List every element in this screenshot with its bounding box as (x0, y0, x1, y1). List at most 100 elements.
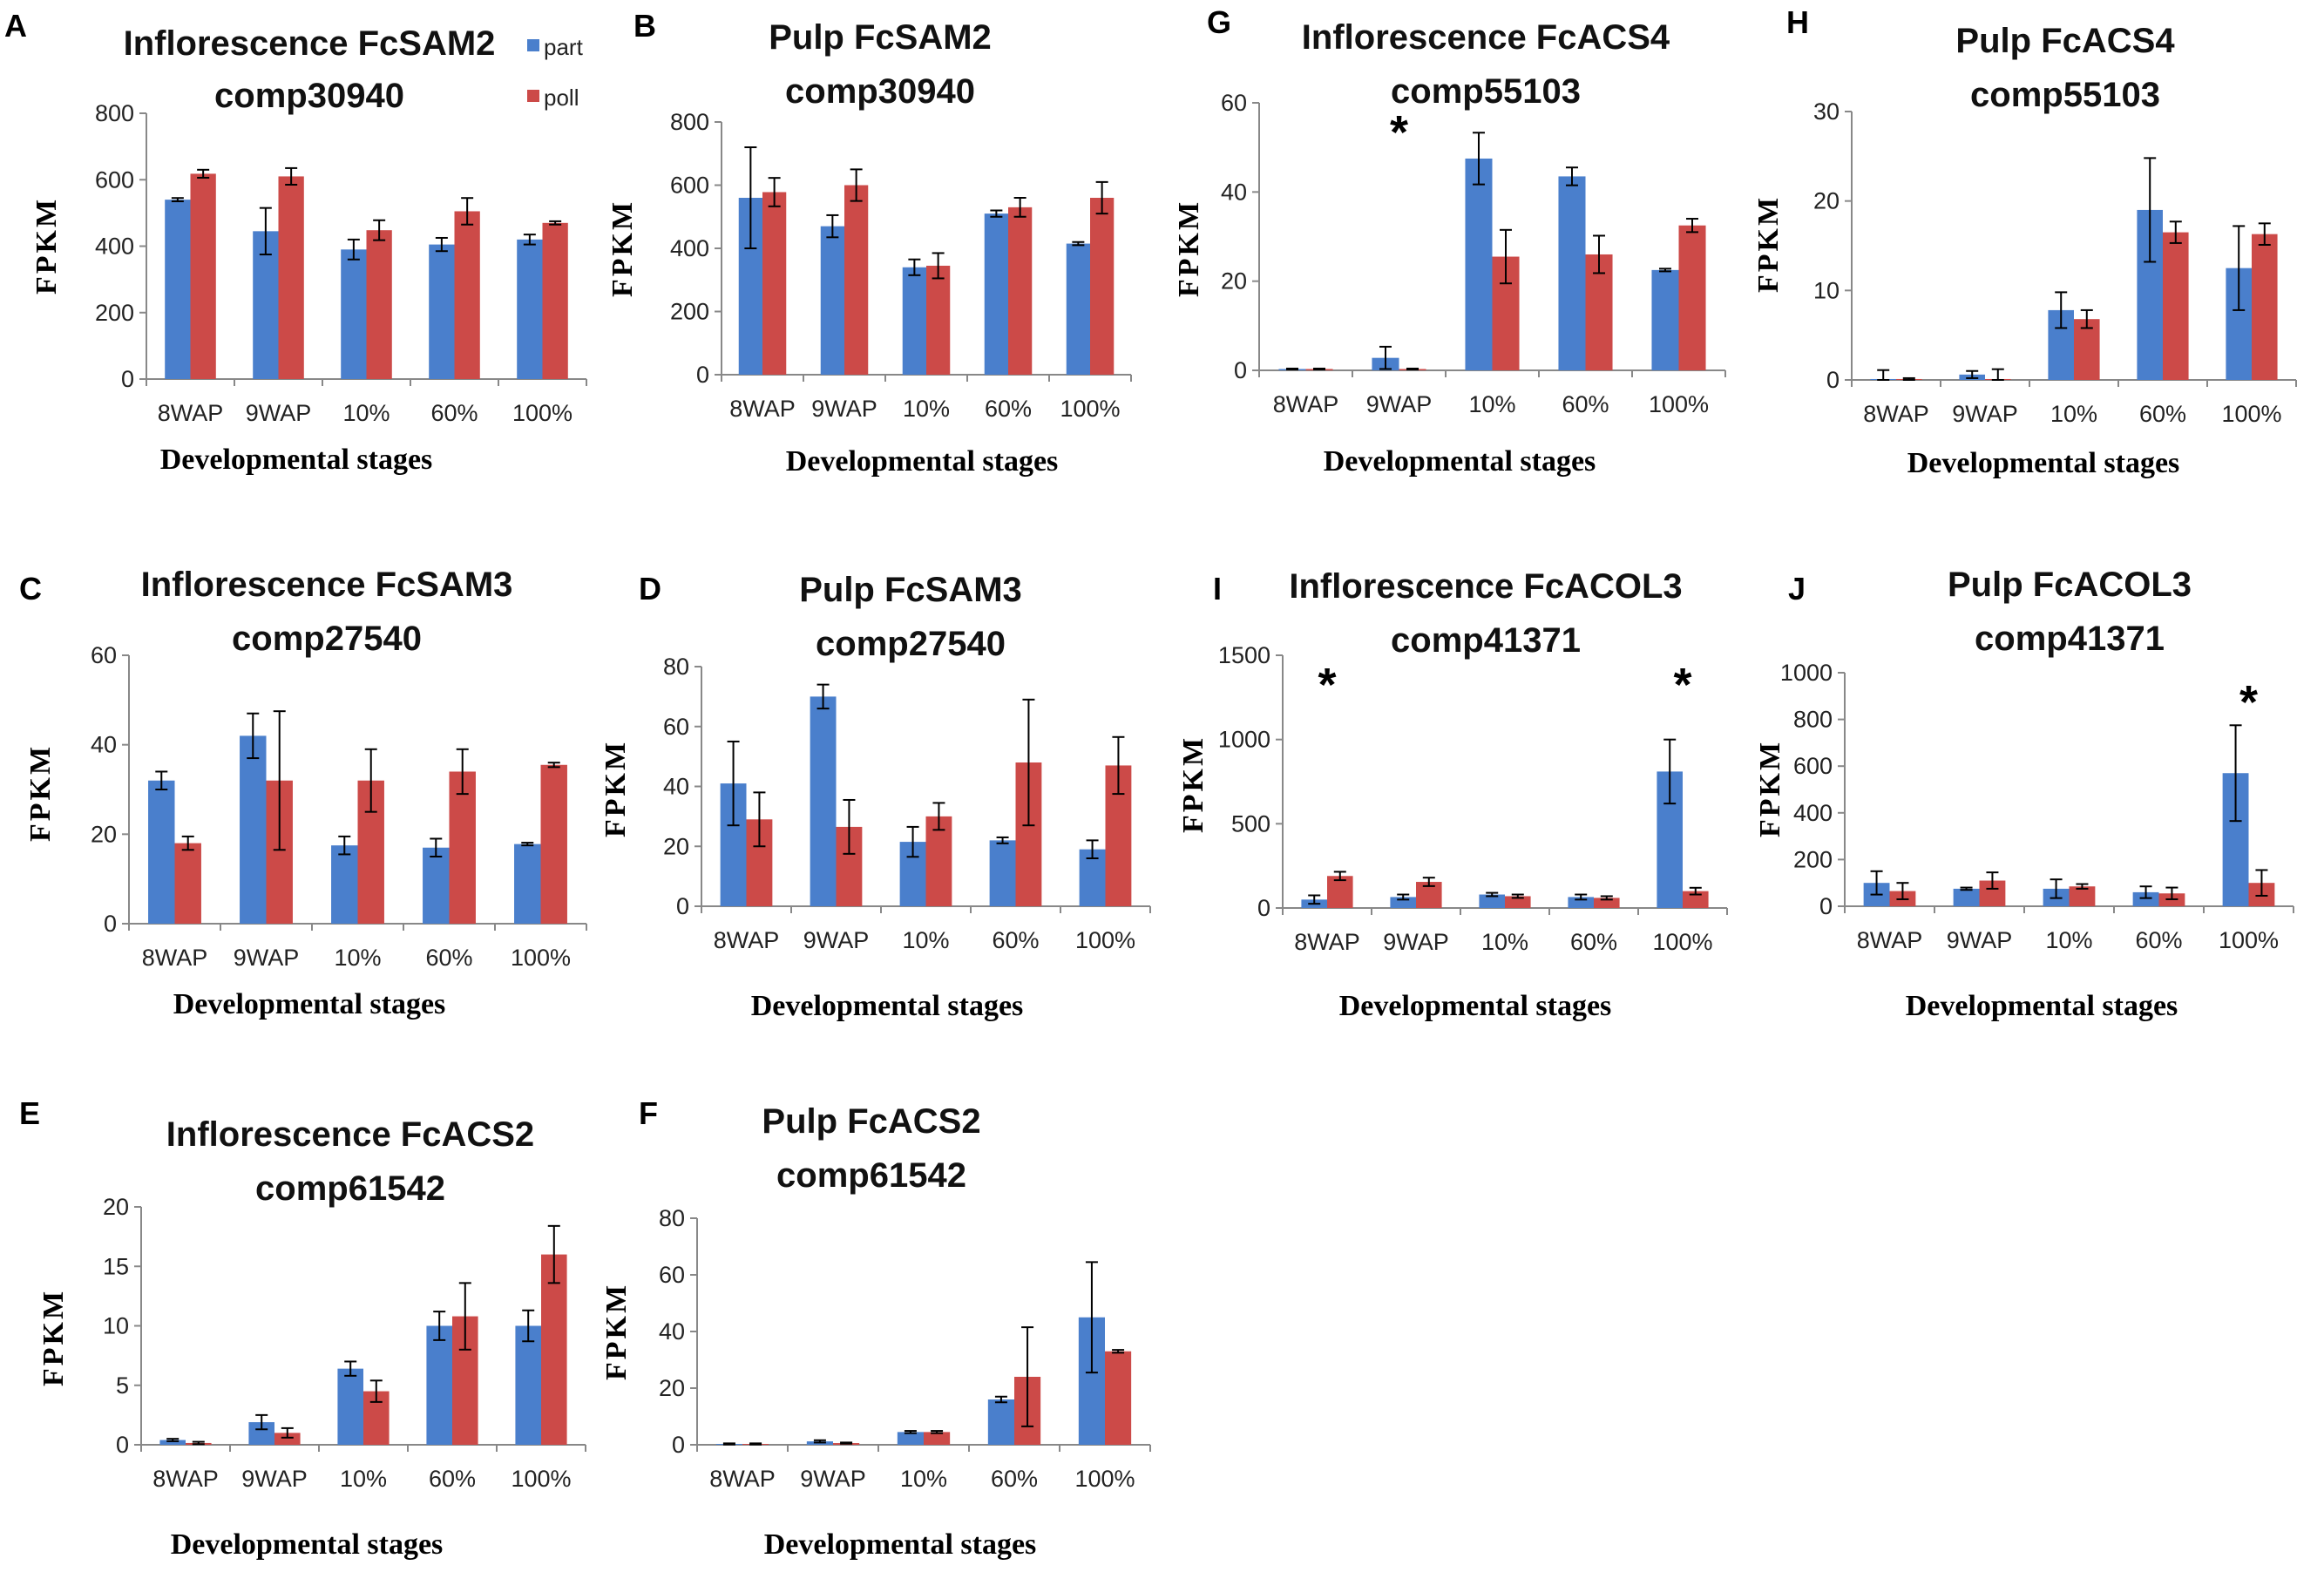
x-axis-label: Developmental stages (1906, 990, 2178, 1022)
bar-part (514, 844, 541, 924)
bar-poll (274, 1433, 301, 1445)
y-tick-label: 0 (116, 1432, 129, 1458)
y-tick-label: 800 (95, 100, 134, 126)
y-tick-label: 0 (121, 366, 134, 392)
significance-star: * (1390, 106, 1408, 159)
x-tick-label: 60% (985, 396, 1032, 422)
x-tick-label: 60% (1570, 929, 1617, 955)
y-axis-label: FPKM (600, 1283, 633, 1380)
bar-poll (926, 265, 951, 375)
chart-title-line2: comp27540 (232, 620, 422, 658)
bar-part (517, 239, 543, 379)
x-tick-label: 10% (342, 400, 390, 426)
bar-poll (366, 230, 392, 379)
x-axis-label: Developmental stages (764, 1528, 1037, 1561)
bar-part (987, 1399, 1014, 1445)
x-tick-label: 100% (1060, 396, 1120, 422)
bar-part (1558, 176, 1586, 370)
legend-swatch-poll (527, 90, 539, 102)
y-tick-label: 0 (676, 893, 689, 919)
bar-part (2132, 891, 2159, 906)
bar-poll (454, 211, 480, 379)
plot-area: 0 200 400 600 800 1000 8WAP 9WAP 10% 60% 100% * (1780, 660, 2294, 953)
x-tick-label: 9WAP (246, 400, 312, 426)
plot-area: 0 200 400 600 800 8WAP 9WAP 10% 60% 100% (95, 100, 587, 426)
x-tick-label: 9WAP (1383, 929, 1449, 955)
x-tick-label: 100% (512, 400, 573, 426)
chart-panel-d: D Pulp FcSAM3 comp27540 FPKM Development… (600, 571, 1151, 1022)
panel-letter: H (1786, 4, 1809, 40)
x-tick-label: 100% (2221, 401, 2281, 427)
chart-panel-i: I Inflorescence FcACOL3 comp41371 FPKM D… (1177, 567, 1728, 1022)
y-tick-label: 60 (91, 642, 117, 668)
x-tick-label: 8WAP (714, 927, 780, 953)
bar-part (426, 1325, 452, 1445)
x-tick-label: 9WAP (803, 927, 870, 953)
panel-letter: F (639, 1095, 658, 1131)
bar-part (515, 1325, 541, 1445)
y-tick-label: 800 (670, 109, 709, 135)
x-tick-label: 9WAP (234, 945, 300, 971)
y-tick-label: 20 (1813, 188, 1840, 214)
y-axis-label: FPKM (1173, 200, 1205, 297)
y-tick-label: 0 (1819, 893, 1833, 919)
y-axis-label: FPKM (606, 200, 639, 297)
y-tick-label: 40 (663, 774, 689, 800)
y-tick-label: 10 (103, 1313, 129, 1339)
x-tick-label: 100% (511, 1466, 571, 1492)
plot-area: 0 20 40 60 80 8WAP 9WAP 10% 60% 100% (663, 654, 1151, 953)
x-tick-label: 60% (429, 1466, 476, 1492)
chart-title-line1: Pulp FcSAM2 (769, 18, 992, 57)
panel-letter: D (639, 571, 661, 606)
y-tick-label: 20 (103, 1194, 129, 1220)
chart-title-line2: comp30940 (214, 77, 404, 115)
bar-poll (1327, 876, 1353, 908)
bar-part (810, 696, 837, 906)
chart-title-line1: Inflorescence FcACOL3 (1289, 567, 1682, 606)
chart-title-line2: comp30940 (785, 72, 975, 111)
bar-part (897, 1432, 924, 1445)
chart-panel-f: F Pulp FcACS2 comp61542 FPKM Development… (600, 1095, 1151, 1561)
bar-part (1568, 897, 1594, 908)
x-tick-label: 100% (511, 945, 571, 971)
bar-part (240, 735, 267, 924)
bar-part (820, 226, 844, 375)
x-tick-label: 9WAP (1947, 927, 2013, 953)
x-tick-label: 10% (900, 1466, 947, 1492)
bar-part (1066, 243, 1090, 375)
x-tick-label: 9WAP (800, 1466, 866, 1492)
bar-part (341, 249, 367, 379)
y-tick-label: 80 (659, 1205, 685, 1231)
y-axis-label: FPKM (30, 197, 63, 295)
x-tick-label: 60% (425, 945, 472, 971)
chart-panel-c: C Inflorescence FcSAM3 comp27540 FPKM De… (19, 566, 587, 1020)
x-axis-label: Developmental stages (751, 990, 1024, 1022)
y-tick-label: 0 (1257, 895, 1270, 921)
bar-part (337, 1368, 363, 1445)
legend-label-poll: poll (544, 85, 579, 111)
y-axis-label: FPKM (600, 740, 632, 837)
x-axis-label: Developmental stages (173, 988, 446, 1020)
bar-poll (174, 843, 201, 924)
chart-title-line1: Pulp FcACS2 (762, 1102, 980, 1141)
plot-area: 0 5 10 15 20 8WAP 9WAP 10% 60% 100% (103, 1194, 586, 1492)
chart-title-line1: Pulp FcSAM3 (799, 571, 1022, 609)
bar-poll (540, 764, 567, 924)
x-tick-label: 8WAP (152, 1466, 219, 1492)
chart-title-line1: Inflorescence FcACS4 (1302, 18, 1670, 57)
x-tick-label: 100% (1652, 929, 1712, 955)
x-tick-label: 100% (1074, 1466, 1135, 1492)
x-tick-label: 60% (430, 400, 478, 426)
bar-poll (190, 173, 216, 379)
x-axis-label: Developmental stages (786, 445, 1059, 478)
x-tick-label: 60% (992, 927, 1039, 953)
bar-poll (2163, 232, 2189, 380)
panel-letter: A (4, 8, 27, 44)
x-axis-label: Developmental stages (1339, 990, 1612, 1022)
y-tick-label: 500 (1231, 810, 1270, 837)
x-tick-label: 10% (2050, 401, 2097, 427)
y-tick-label: 1500 (1218, 642, 1270, 668)
bar-poll (925, 816, 952, 906)
bar-poll (542, 222, 568, 379)
y-tick-label: 20 (91, 821, 117, 847)
